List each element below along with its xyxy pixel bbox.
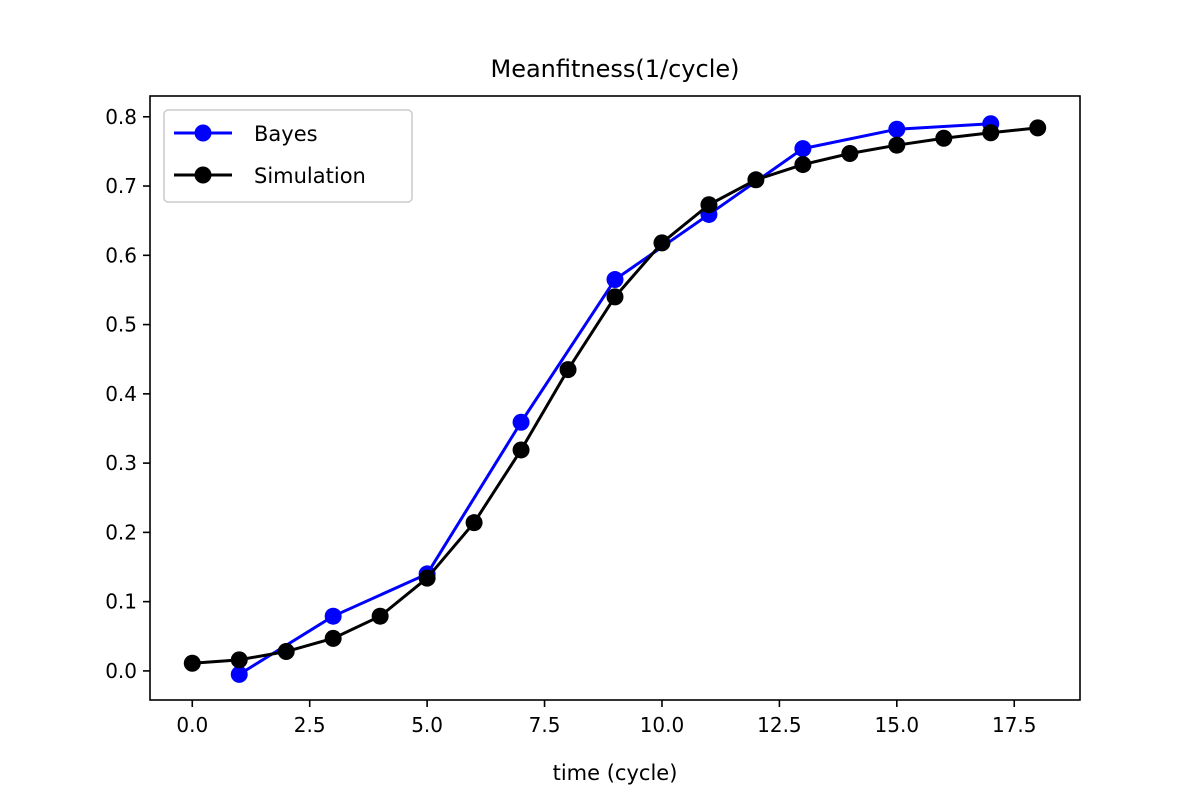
y-tick-label: 0.5 <box>105 313 137 337</box>
x-tick-label: 0.0 <box>176 713 208 737</box>
plot-area <box>149 95 1081 701</box>
data-point <box>512 441 530 459</box>
data-point <box>606 288 624 306</box>
data-point <box>230 651 248 669</box>
data-point <box>888 120 906 138</box>
x-tick-label: 5.0 <box>411 713 443 737</box>
y-tick-label: 0.1 <box>105 590 137 614</box>
plot-frame <box>149 95 1081 701</box>
x-tick-label: 15.0 <box>875 713 920 737</box>
data-point <box>324 629 342 647</box>
legend-label: Simulation <box>254 164 366 188</box>
data-point <box>324 607 342 625</box>
y-tick-label: 0.6 <box>105 243 137 267</box>
legend-item: Simulation <box>174 164 366 188</box>
y-tick-label: 0.3 <box>105 451 137 475</box>
data-point <box>559 361 577 379</box>
data-point <box>418 569 436 587</box>
data-point <box>230 665 248 683</box>
x-axis: 0.0 2.5 5.0 7.5 10.0 12.5 15.0 17.5 <box>176 700 1037 737</box>
data-point <box>982 124 1000 142</box>
data-point <box>794 156 812 174</box>
legend-marker <box>194 166 212 184</box>
data-point <box>371 607 389 625</box>
x-tick-label: 2.5 <box>294 713 326 737</box>
x-tick-label: 12.5 <box>757 713 802 737</box>
x-tick-label: 10.0 <box>640 713 685 737</box>
series-simulation <box>183 119 1047 672</box>
data-point <box>1029 119 1047 137</box>
legend: Bayes Simulation <box>163 109 413 203</box>
y-tick-label: 0.0 <box>105 659 137 683</box>
legend-marker <box>194 124 212 142</box>
data-point <box>606 271 624 289</box>
chart-title: Meanfitness(1/cycle) <box>490 55 739 83</box>
data-point <box>512 413 530 431</box>
data-point <box>653 234 671 252</box>
y-tick-label: 0.8 <box>105 105 137 129</box>
legend-item: Bayes <box>174 122 318 146</box>
data-point <box>700 196 718 214</box>
y-tick-label: 0.7 <box>105 174 137 198</box>
data-point <box>935 129 953 147</box>
data-point <box>841 144 859 162</box>
data-point <box>465 514 483 532</box>
data-point <box>888 136 906 154</box>
series-layer <box>183 115 1047 683</box>
x-tick-label: 17.5 <box>992 713 1037 737</box>
y-tick-label: 0.2 <box>105 520 137 544</box>
x-tick-label: 7.5 <box>529 713 561 737</box>
data-point <box>183 654 201 672</box>
x-axis-label: time (cycle) <box>553 761 678 785</box>
data-point <box>747 171 765 189</box>
data-point <box>277 643 295 661</box>
y-tick-label: 0.4 <box>105 382 137 406</box>
y-axis: 0.0 0.1 0.2 0.3 0.4 0.5 0.6 0.7 0.8 <box>105 105 150 683</box>
legend-label: Bayes <box>254 122 318 146</box>
data-point <box>794 140 812 158</box>
